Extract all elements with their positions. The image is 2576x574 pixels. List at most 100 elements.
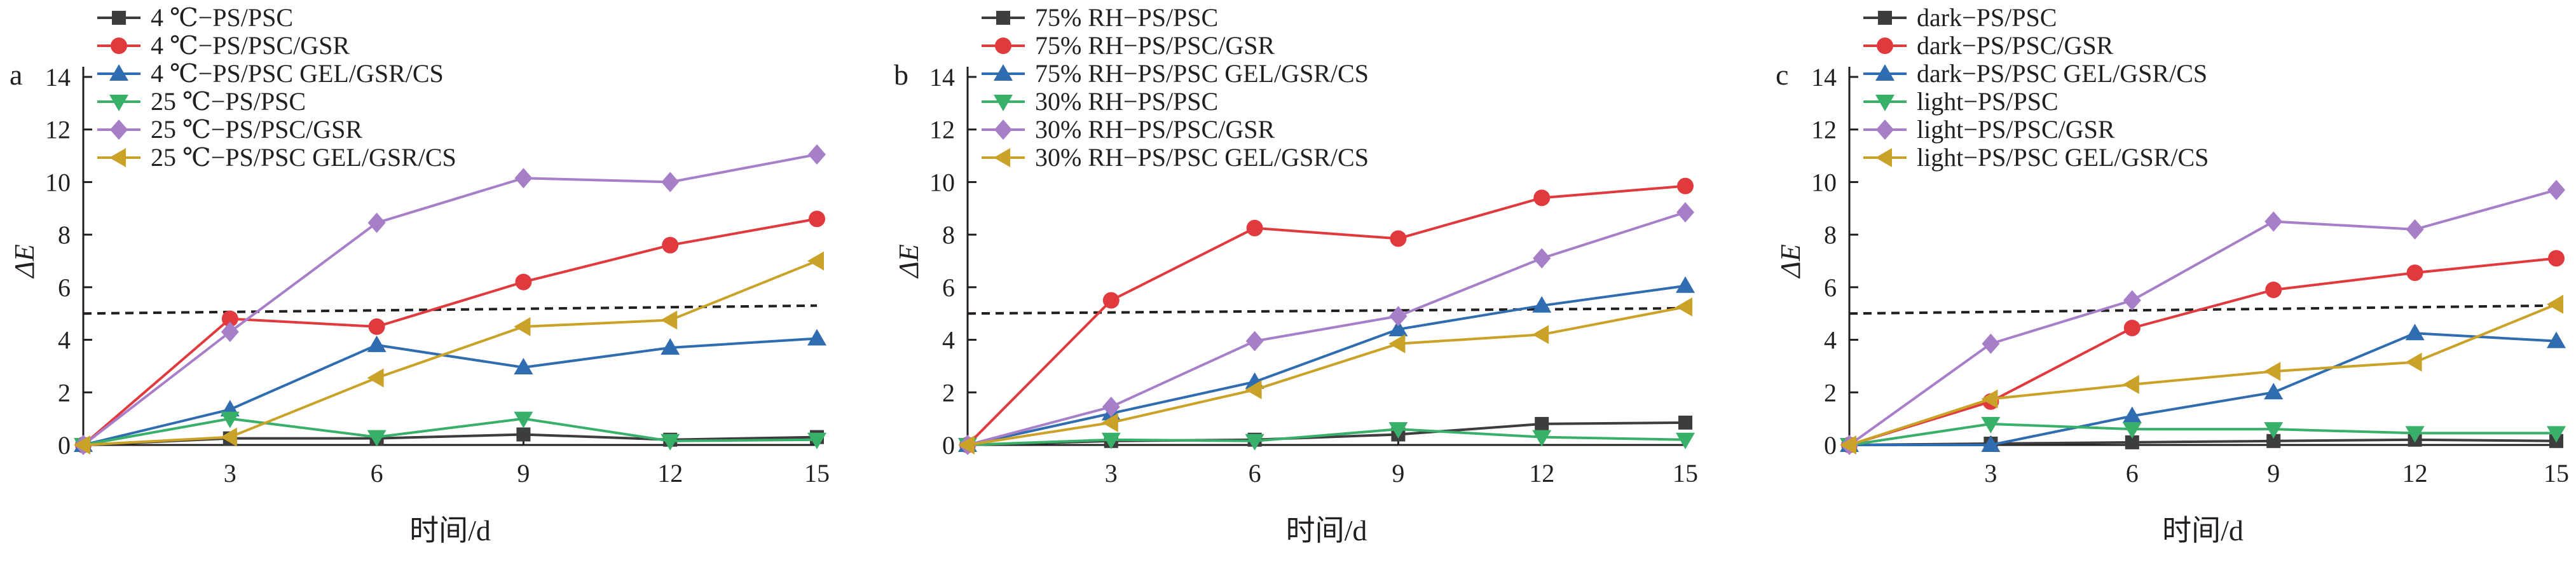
data-point bbox=[661, 338, 680, 355]
legend-label: 25 ℃−PS/PSC/GSR bbox=[151, 115, 362, 144]
legend-item: 25 ℃−PS/PSC GEL/GSR/CS bbox=[97, 143, 456, 172]
series-line bbox=[82, 217, 818, 446]
series-5 bbox=[74, 251, 824, 454]
data-point bbox=[808, 144, 826, 165]
series-line bbox=[966, 184, 1686, 446]
y-tick-label: 2 bbox=[942, 378, 955, 407]
data-point bbox=[1533, 189, 1551, 207]
data-point bbox=[807, 251, 824, 271]
panel-label: c bbox=[1776, 58, 1788, 91]
legend-label: 4 ℃−PS/PSC GEL/GSR/CS bbox=[151, 59, 444, 88]
data-point bbox=[1533, 248, 1551, 269]
legend-marker bbox=[111, 38, 127, 54]
data-point bbox=[1245, 380, 1262, 400]
data-point bbox=[1389, 306, 1408, 327]
y-tick-label: 8 bbox=[942, 221, 955, 249]
data-point bbox=[2547, 426, 2566, 443]
series-2 bbox=[958, 276, 1695, 452]
y-tick-label: 0 bbox=[942, 431, 955, 460]
data-point bbox=[1390, 230, 1407, 247]
x-axis-title: 时间/d bbox=[1286, 514, 1367, 547]
data-point bbox=[2122, 422, 2142, 439]
data-point bbox=[368, 318, 385, 335]
x-tick-label: 9 bbox=[1392, 459, 1404, 488]
data-point bbox=[1981, 389, 1998, 409]
series-line bbox=[967, 284, 1686, 446]
legend-label: 30% RH−PS/PSC GEL/GSR/CS bbox=[1035, 143, 1369, 172]
series-3 bbox=[1840, 416, 2566, 454]
series-0 bbox=[961, 415, 1692, 452]
legend-label: 75% RH−PS/PSC/GSR bbox=[1035, 31, 1275, 60]
y-tick-label: 14 bbox=[929, 63, 955, 92]
legend-item: light−PS/PSC bbox=[1863, 87, 2059, 116]
data-point bbox=[74, 435, 90, 454]
data-point bbox=[1102, 292, 1120, 309]
panel-label: b bbox=[894, 58, 908, 91]
legend-label: 4 ℃−PS/PSC/GSR bbox=[151, 31, 350, 60]
data-point bbox=[661, 172, 680, 193]
x-tick-label: 6 bbox=[371, 459, 383, 488]
legend-label: 4 ℃−PS/PSC bbox=[151, 3, 293, 32]
data-point bbox=[515, 273, 532, 290]
series-5 bbox=[958, 297, 1692, 454]
data-point bbox=[1677, 177, 1694, 195]
series-line bbox=[1849, 332, 2557, 446]
data-point bbox=[2122, 374, 2139, 394]
data-point bbox=[2265, 281, 2282, 298]
y-tick-label: 10 bbox=[1811, 168, 1837, 196]
legend-item: 4 ℃−PS/PSC GEL/GSR/CS bbox=[97, 59, 444, 88]
data-point bbox=[1532, 325, 1549, 345]
legend-marker bbox=[1876, 120, 1894, 140]
series-1 bbox=[959, 177, 1694, 453]
x-tick-label: 9 bbox=[517, 459, 530, 488]
y-tick-label: 12 bbox=[1811, 116, 1837, 144]
data-point bbox=[2547, 179, 2565, 200]
y-tick-label: 2 bbox=[58, 378, 71, 407]
legend-marker bbox=[110, 120, 128, 140]
data-point bbox=[2266, 434, 2281, 448]
data-point bbox=[2405, 324, 2425, 341]
y-tick-label: 8 bbox=[1824, 221, 1837, 249]
y-tick-label: 10 bbox=[45, 168, 71, 196]
data-point bbox=[2125, 435, 2139, 449]
legend-label: dark−PS/PSC bbox=[1917, 3, 2057, 32]
legend-item: 75% RH−PS/PSC/GSR bbox=[982, 31, 1275, 60]
data-point bbox=[514, 317, 531, 336]
data-point bbox=[1676, 432, 1695, 449]
legend-item: 30% RH−PS/PSC GEL/GSR/CS bbox=[982, 143, 1369, 172]
legend-item: 25 ℃−PS/PSC/GSR bbox=[97, 115, 362, 144]
legend-item: light−PS/PSC/GSR bbox=[1863, 115, 2115, 144]
data-point bbox=[809, 210, 825, 228]
data-point bbox=[2264, 211, 2283, 232]
data-point bbox=[661, 310, 678, 330]
series-line bbox=[1849, 303, 2557, 446]
series-4 bbox=[1840, 179, 2565, 455]
legend-marker bbox=[1875, 64, 1894, 81]
legend-item: dark−PS/PSC bbox=[1863, 3, 2057, 32]
legend-marker bbox=[995, 38, 1011, 54]
series-3 bbox=[74, 411, 826, 454]
y-tick-label: 6 bbox=[942, 273, 955, 302]
y-tick-label: 12 bbox=[45, 116, 71, 144]
data-point bbox=[662, 236, 679, 254]
series-0 bbox=[1842, 432, 2563, 452]
data-point bbox=[1245, 434, 1264, 451]
data-point bbox=[1388, 320, 1408, 337]
legend-marker bbox=[994, 120, 1012, 140]
data-point bbox=[807, 329, 826, 346]
legend-marker bbox=[109, 148, 126, 167]
legend-label: 75% RH−PS/PSC bbox=[1035, 3, 1218, 32]
series-line bbox=[82, 153, 818, 446]
legend-item: light−PS/PSC GEL/GSR/CS bbox=[1863, 143, 2209, 172]
series-line bbox=[1849, 422, 2556, 446]
series-line bbox=[83, 417, 818, 446]
series-line bbox=[967, 211, 1686, 446]
legend-label: light−PS/PSC/GSR bbox=[1917, 115, 2115, 144]
data-point bbox=[958, 435, 975, 454]
data-point bbox=[516, 427, 531, 442]
legend-marker bbox=[1877, 38, 1893, 54]
y-axis-title: ΔE bbox=[9, 244, 40, 279]
